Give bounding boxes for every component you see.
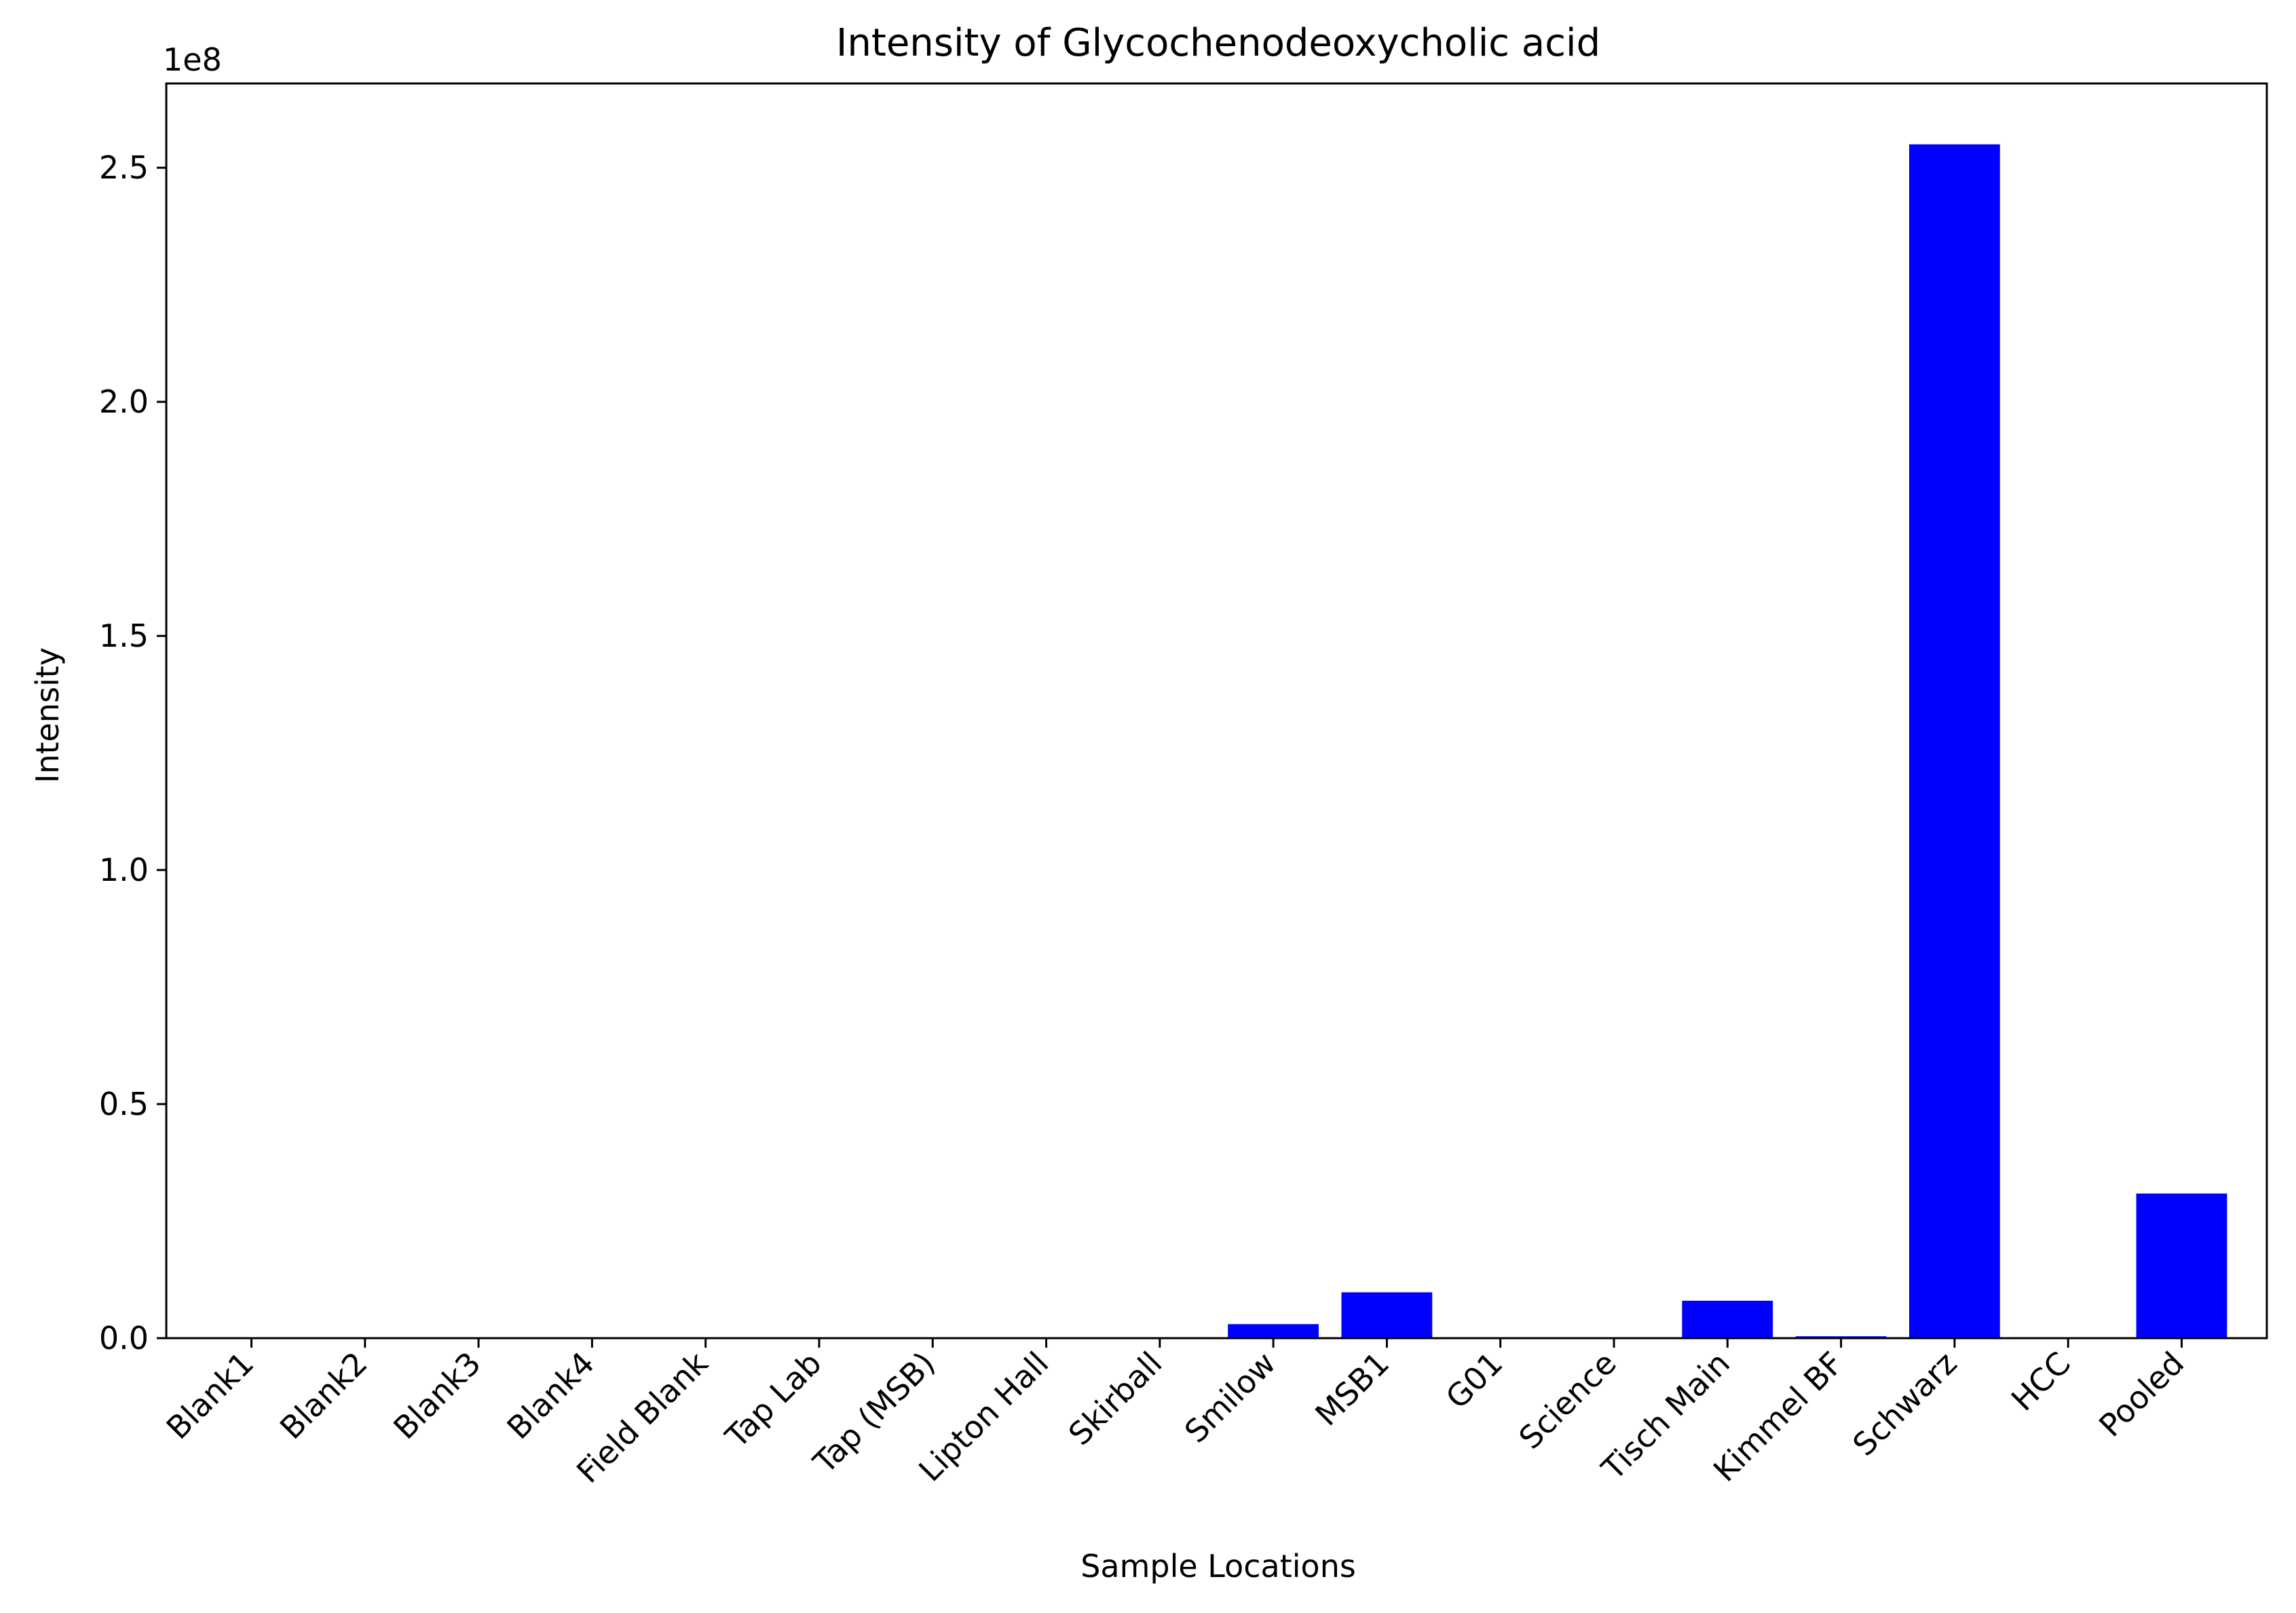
bar-13 [1682, 1300, 1773, 1338]
y-tick-label: 1.5 [99, 618, 149, 654]
x-tick-label: G01 [1439, 1345, 1510, 1416]
y-tick-label: 0.5 [99, 1086, 149, 1122]
bar-9 [1228, 1324, 1319, 1338]
x-tick-label: MSB1 [1308, 1345, 1396, 1433]
y-tick-label: 2.5 [99, 149, 149, 186]
x-tick-label: Blank3 [386, 1345, 488, 1447]
x-tick-label: Skirball [1061, 1345, 1169, 1453]
x-tick-label: Smilow [1178, 1345, 1283, 1450]
y-tick-label: 1.0 [99, 852, 149, 888]
x-tick-label: Pooled [2092, 1345, 2191, 1444]
y-tick-label: 0.0 [99, 1320, 149, 1356]
x-tick-label: Tap Lab [718, 1345, 829, 1456]
y-axis-label: Intensity [29, 647, 66, 783]
y-tick-label: 2.0 [99, 383, 149, 420]
bar-10 [1341, 1292, 1433, 1338]
y-axis-offset-label: 1e8 [163, 41, 222, 78]
x-tick-label: Blank4 [500, 1345, 602, 1447]
x-tick-label: Blank2 [273, 1345, 375, 1447]
y-axis-ticks: 0.0 0.5 1.0 1.5 2.0 2.5 [99, 149, 166, 1356]
x-tick-label: Science [1512, 1345, 1623, 1456]
bar-15 [1909, 144, 2000, 1339]
chart-title: Intensity of Glycochenodeoxycholic acid [836, 21, 1600, 65]
bar-17 [2136, 1193, 2227, 1338]
x-tick-label: Blank1 [159, 1345, 261, 1447]
x-tick-label: HCC [2004, 1345, 2077, 1418]
plot-area-frame [165, 82, 2268, 1340]
x-tick-label: Schwarz [1845, 1345, 1963, 1463]
x-axis-label: Sample Locations [1080, 1548, 1356, 1584]
bars-group [1228, 144, 2227, 1339]
